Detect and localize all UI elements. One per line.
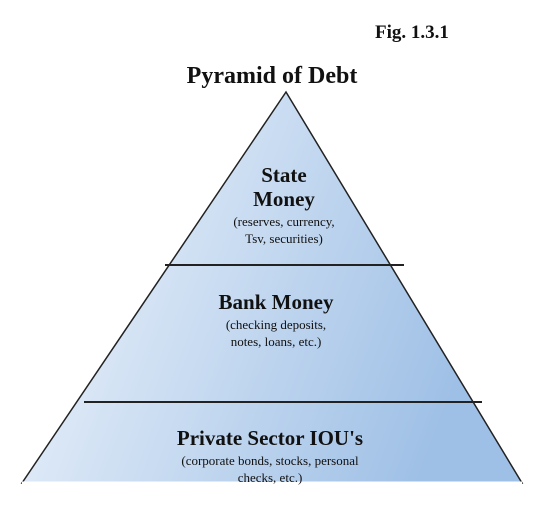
pyramid — [20, 90, 524, 484]
tier-name: Bank Money — [219, 290, 334, 314]
tier-description: (corporate bonds, stocks, personal — [181, 453, 359, 468]
tier-description: checks, etc.) — [238, 470, 303, 485]
title: Pyramid of Debt — [187, 63, 358, 89]
tier-name: Money — [253, 187, 315, 211]
tier-description: notes, loans, etc.) — [231, 334, 322, 349]
tier-description: (checking deposits, — [226, 317, 326, 332]
tier-name: State — [261, 163, 307, 187]
tier-name: Private Sector IOU's — [177, 426, 363, 450]
tier-description: Tsv, securities) — [245, 231, 323, 246]
tier-description: (reserves, currency, — [233, 214, 334, 229]
figure-label: Fig. 1.3.1 — [375, 22, 449, 43]
